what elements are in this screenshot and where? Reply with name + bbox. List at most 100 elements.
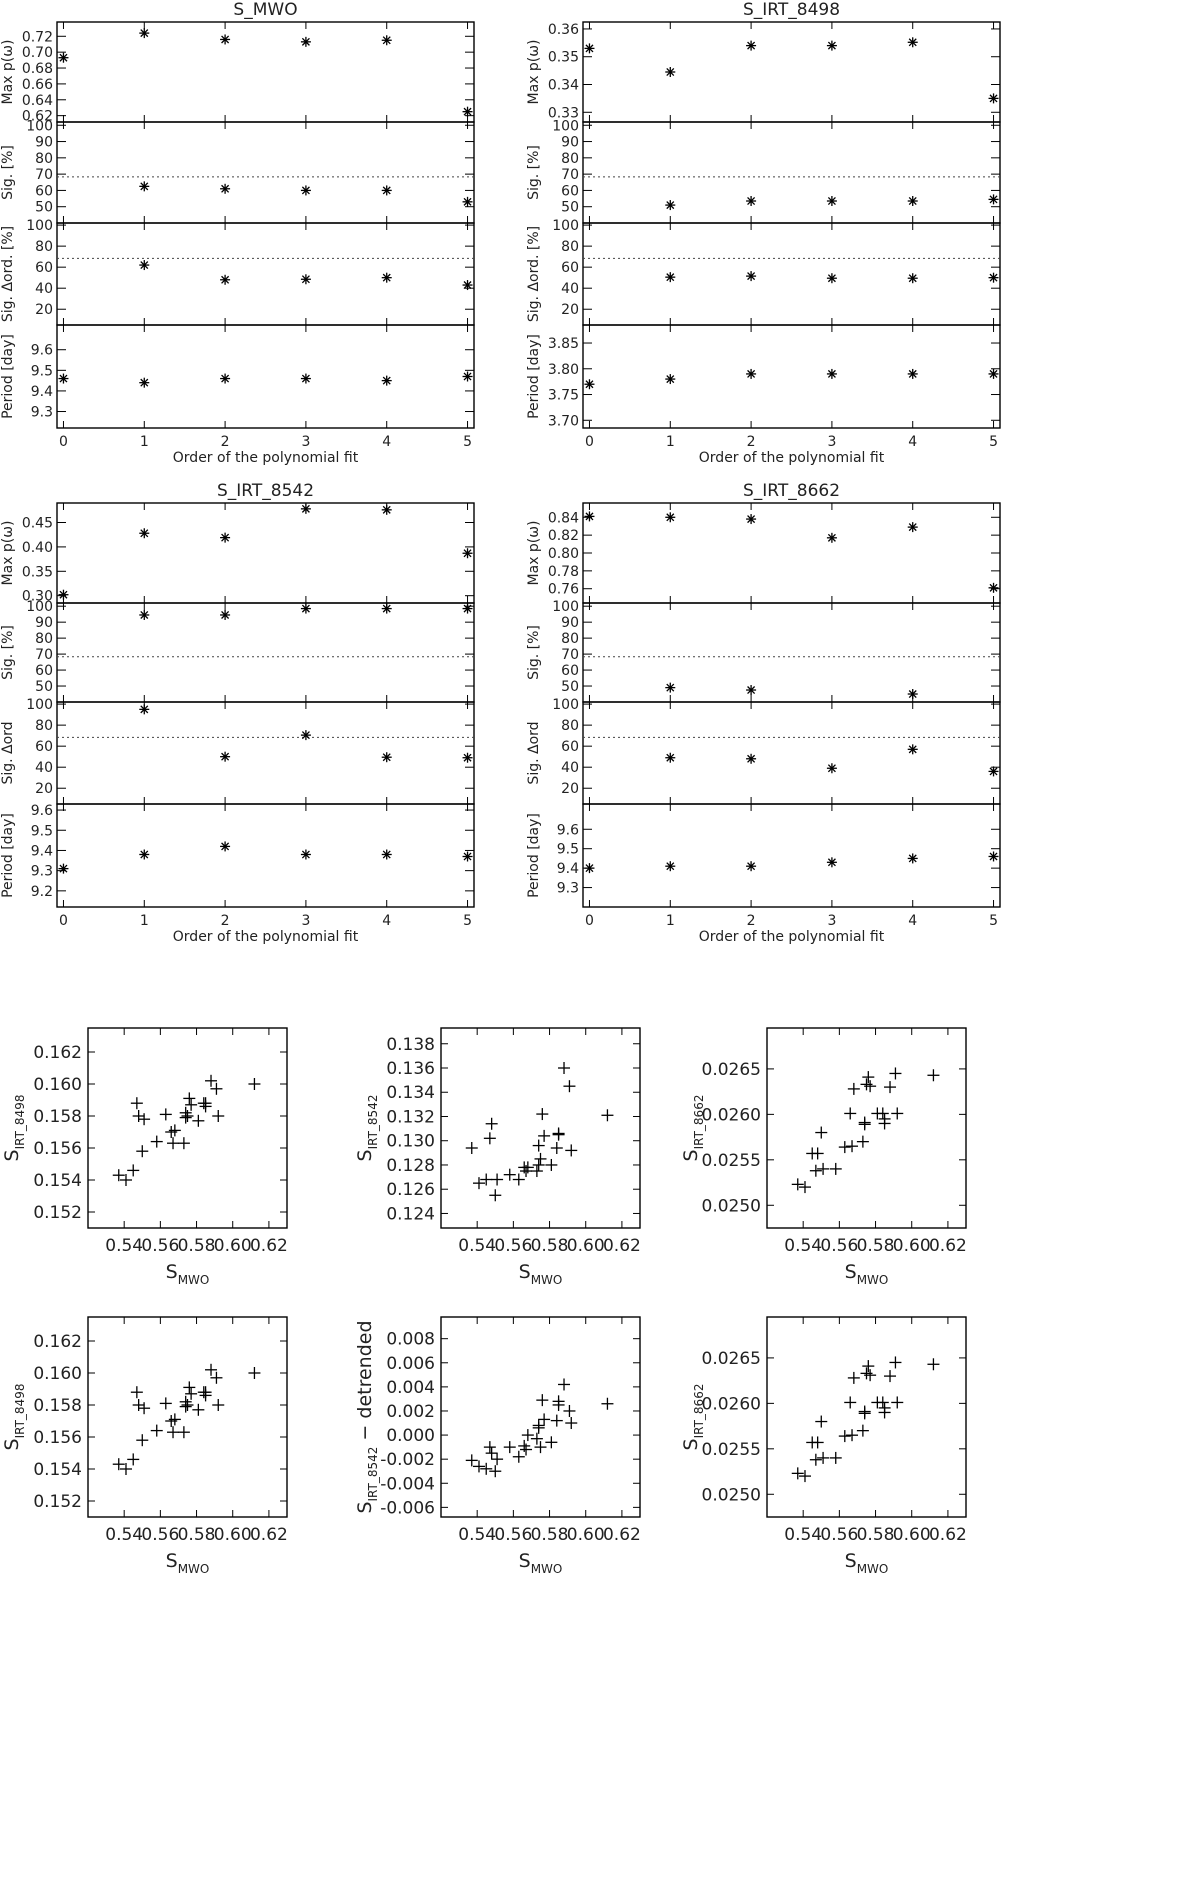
chart-title: S_MWO <box>233 0 297 20</box>
y-tick-label: 0.45 <box>22 516 53 532</box>
panel-frame <box>56 803 475 908</box>
data-point <box>130 1097 143 1110</box>
y-tick-label: 20 <box>35 302 53 318</box>
scatter-frame <box>440 1027 641 1229</box>
x-tick-label: 4 <box>908 913 917 929</box>
x-tick-label: 0.60 <box>893 1236 931 1256</box>
y-tick-label: 0.162 <box>33 1332 82 1352</box>
marker-stroke <box>59 374 68 383</box>
x-tick-label: 0.60 <box>567 1236 605 1256</box>
marker-stroke <box>301 604 310 613</box>
data-point <box>112 1458 125 1471</box>
y-axis-label: SIRT_8498 <box>1 1384 27 1451</box>
y-tick-label: 0.72 <box>22 29 53 45</box>
y-tick-label: 100 <box>26 218 53 234</box>
x-axis-label: Order of the polynomial fit <box>173 929 359 945</box>
y-tick-label: 9.4 <box>557 861 579 877</box>
data-point <box>192 1114 205 1127</box>
marker-stroke <box>221 374 230 383</box>
x-tick-label: 1 <box>140 913 149 929</box>
y-tick-label: 40 <box>35 281 53 297</box>
y-tick-label: -0.004 <box>380 1474 435 1494</box>
panel-frame <box>582 121 1001 224</box>
marker-stroke <box>827 41 836 50</box>
y-tick-label: 80 <box>561 718 579 734</box>
y-tick-label: 0.158 <box>33 1396 82 1416</box>
y-tick-label: 90 <box>561 615 579 631</box>
y-tick-label: 20 <box>561 781 579 797</box>
y-tick-label: 100 <box>552 118 579 134</box>
y-tick-label: 80 <box>561 239 579 255</box>
y-tick-label: 40 <box>561 281 579 297</box>
marker-stroke <box>908 690 917 699</box>
x-axis-label: SMWO <box>166 1261 210 1287</box>
marker-stroke <box>221 752 230 761</box>
data-point <box>381 752 392 763</box>
panel-frame <box>582 502 1001 604</box>
y-tick-label: 50 <box>561 679 579 695</box>
data-point <box>220 183 231 194</box>
marker-stroke <box>382 273 391 282</box>
data-point <box>907 196 918 207</box>
data-point <box>300 603 311 614</box>
marker-stroke <box>585 380 594 389</box>
panel-frame <box>56 502 475 604</box>
data-point <box>119 1463 132 1475</box>
data-point <box>381 185 392 196</box>
y-axis-label: SIRT_8498 <box>1 1095 27 1162</box>
data-point <box>112 1169 125 1182</box>
marker-stroke <box>747 515 756 524</box>
marker-stroke <box>908 745 917 754</box>
y-tick-label: 40 <box>35 760 53 776</box>
marker-stroke <box>908 38 917 47</box>
x-tick-label: 0.54 <box>784 1525 822 1545</box>
data-point <box>220 532 231 543</box>
x-tick-label: 0.58 <box>178 1236 216 1256</box>
x-tick-label: 0.58 <box>531 1525 569 1545</box>
data-point <box>665 682 676 693</box>
data-point <box>858 1118 871 1131</box>
panel-frame <box>56 324 475 429</box>
y-tick-label: 0.136 <box>386 1059 435 1079</box>
x-tick-label: 5 <box>463 434 472 450</box>
y-tick-label: 0.0260 <box>702 1394 761 1414</box>
y-tick-label: 100 <box>552 697 579 713</box>
data-point <box>878 1117 891 1130</box>
data-point <box>210 1371 223 1384</box>
data-point <box>876 1396 889 1409</box>
y-tick-label: 60 <box>561 183 579 199</box>
x-tick-label: 0.54 <box>458 1236 496 1256</box>
y-axis-label: SIRT_8662 <box>680 1095 706 1162</box>
data-point <box>809 1164 822 1177</box>
data-point <box>462 196 473 207</box>
x-tick-label: 0.54 <box>784 1236 822 1256</box>
data-point <box>746 514 757 525</box>
scatter-frame <box>766 1027 967 1229</box>
marker-stroke <box>827 369 836 378</box>
panel-frame <box>582 21 1001 123</box>
x-tick-label: 0 <box>59 913 68 929</box>
marker-stroke <box>301 731 310 740</box>
data-point <box>210 1082 223 1095</box>
y-tick-label: 0.0250 <box>702 1485 761 1505</box>
data-point <box>862 1071 875 1084</box>
data-point <box>159 1397 172 1410</box>
data-point <box>829 1162 842 1175</box>
y-tick-label: 9.4 <box>31 843 53 859</box>
y-tick-label: 0.0265 <box>702 1349 761 1369</box>
x-tick-label: 0.62 <box>250 1525 288 1545</box>
x-tick-label: 5 <box>989 913 998 929</box>
data-point <box>817 1162 830 1175</box>
y-tick-label: 20 <box>35 781 53 797</box>
y-axis-label: Sig. Δord. [%] <box>0 226 16 322</box>
data-point <box>212 1399 225 1411</box>
data-point <box>552 1127 565 1140</box>
data-point <box>199 1389 212 1402</box>
y-tick-label: 60 <box>35 739 53 755</box>
y-tick-label: 80 <box>561 151 579 167</box>
data-point <box>536 1108 549 1121</box>
marker-stroke <box>59 590 68 599</box>
y-tick-label: 9.3 <box>557 881 579 897</box>
y-tick-label: 0.158 <box>33 1107 82 1127</box>
data-point <box>462 548 473 559</box>
